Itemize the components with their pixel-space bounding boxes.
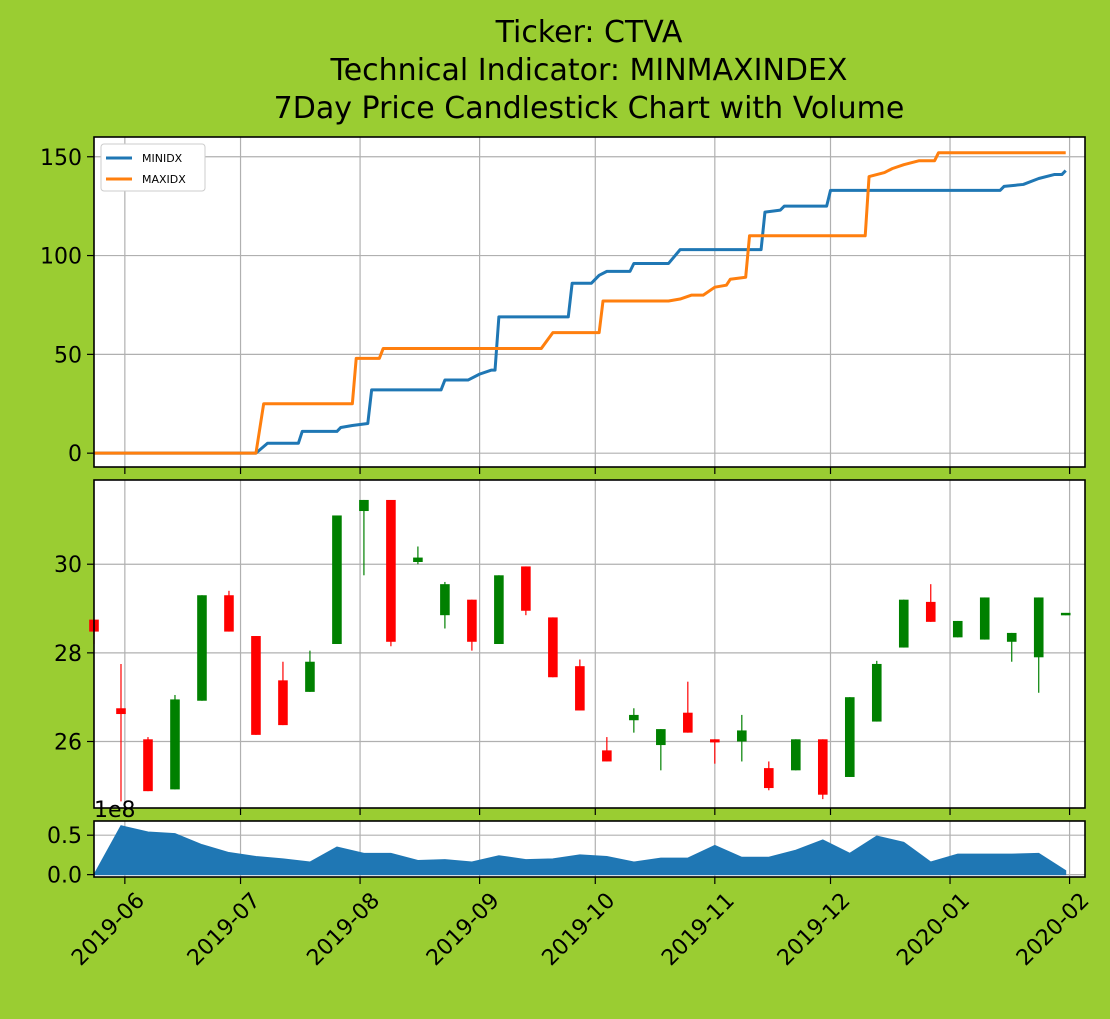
legend: MINIDX MAXIDX [101, 144, 205, 191]
candle-body [359, 500, 369, 511]
candle-body [386, 500, 396, 642]
x-tick-label: 2019-11 [657, 888, 740, 971]
candle-body [143, 739, 153, 791]
candle-body [926, 602, 936, 622]
candle-body [980, 597, 990, 639]
candle [494, 575, 504, 644]
candle-body [575, 666, 585, 710]
candle-body [548, 617, 558, 677]
x-tick-label: 2020-01 [892, 888, 975, 971]
x-tick-label: 2019-06 [67, 888, 150, 971]
price-panel-background [94, 480, 1085, 808]
legend-label-maxidx: MAXIDX [142, 173, 186, 186]
candle-body [197, 595, 207, 700]
candle-body [602, 750, 612, 761]
candle [143, 737, 153, 791]
candle [953, 621, 963, 637]
indicator-ytick-label: 100 [40, 245, 82, 270]
candle-body [791, 739, 801, 770]
candle [791, 739, 801, 770]
candle [521, 566, 531, 615]
volume-multiplier-label: 1e8 [94, 798, 136, 823]
candle-body [332, 515, 342, 644]
candle-body [251, 636, 261, 735]
candle-body [1034, 597, 1044, 657]
candle [872, 661, 882, 722]
candle [170, 695, 180, 789]
x-tick-label: 2019-09 [422, 888, 505, 971]
candle [1061, 613, 1071, 616]
candle [197, 595, 207, 700]
x-tick-label: 2019-10 [538, 888, 621, 971]
volume-ytick-label: 0.0 [47, 864, 82, 889]
candle [575, 660, 585, 711]
x-axis: 2019-06 2019-07 2019-08 2019-09 2019-10 2019-… [67, 888, 1094, 971]
candle-body [764, 768, 774, 788]
indicator-panel-background [94, 137, 1085, 467]
candle-body [818, 739, 828, 794]
price-ytick-label: 30 [54, 553, 82, 578]
price-ytick-label: 26 [54, 731, 82, 756]
candle-body [683, 713, 693, 733]
candle [548, 617, 558, 677]
candle-body [116, 708, 126, 714]
x-tick-label: 2019-08 [302, 888, 385, 971]
legend-label-minidx: MINIDX [142, 152, 183, 165]
candle-body [413, 558, 423, 562]
indicator-panel: 0 50 100 150 MINIDX MAXIDX [40, 137, 1085, 474]
volume-panel: 0.0 0.5 1e8 [47, 798, 1085, 889]
candle-body [710, 739, 720, 742]
candle-body [305, 662, 315, 692]
indicator-ytick-label: 50 [54, 343, 82, 368]
candle [224, 591, 234, 632]
indicator-ytick-label: 0 [68, 442, 82, 467]
candle-body [440, 584, 450, 615]
price-ytick-label: 28 [54, 642, 82, 667]
candle [899, 600, 909, 648]
candle [845, 697, 855, 777]
candle-body [899, 600, 909, 648]
candle [818, 739, 828, 799]
volume-ytick-label: 0.5 [47, 824, 82, 849]
candle-body [521, 566, 531, 610]
candle-body [737, 730, 747, 741]
candle [251, 636, 261, 735]
indicator-ytick-label: 150 [40, 146, 82, 171]
candle [332, 515, 342, 644]
x-tick-label: 2019-07 [183, 888, 266, 971]
price-panel: 26 28 30 [54, 480, 1085, 815]
candle [386, 500, 396, 646]
x-tick-label: 2020-02 [1012, 888, 1095, 971]
candle-body [170, 699, 180, 789]
candle-body [1061, 613, 1071, 616]
candle-body [845, 697, 855, 777]
candle-body [629, 715, 639, 720]
candle [980, 597, 990, 639]
candle-body [494, 575, 504, 644]
candle-body [872, 664, 882, 722]
candle-body [953, 621, 963, 637]
candle-body [278, 680, 288, 725]
candle-body [224, 595, 234, 631]
candle-body [467, 600, 477, 642]
candle-body [656, 729, 666, 745]
x-tick-label: 2019-12 [773, 888, 856, 971]
candle-body [1007, 633, 1017, 642]
